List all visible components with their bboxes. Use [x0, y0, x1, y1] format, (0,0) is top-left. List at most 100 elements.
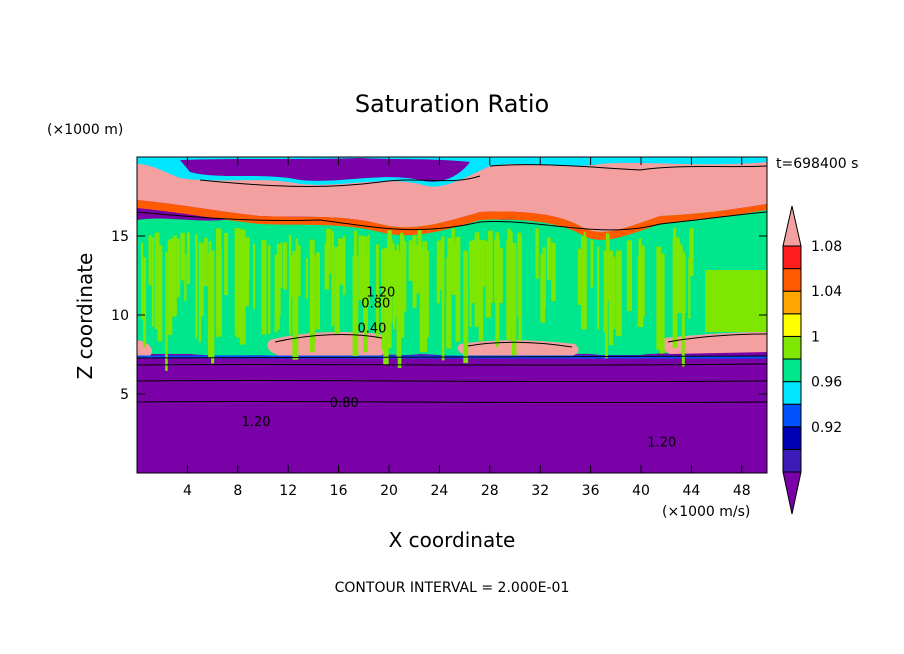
x-tick-label: 36 — [582, 483, 600, 499]
green-streak — [195, 234, 198, 339]
green-streak — [673, 228, 677, 294]
green-streak — [244, 247, 249, 307]
green-streak — [417, 229, 422, 292]
x-tick-label: 40 — [632, 483, 650, 499]
colorbar-label: 1.08 — [811, 239, 842, 255]
colorbar-swatch — [782, 245, 802, 270]
x-axis: 4 8 12 16 20 24 28 32 36 40 44 48 — [183, 157, 751, 499]
green-streak — [315, 252, 320, 330]
green-streak — [507, 228, 511, 270]
green-streak — [436, 256, 441, 304]
green-streak — [334, 249, 340, 334]
contour-line — [137, 355, 767, 359]
x-tick-label: 44 — [682, 483, 700, 499]
green-streak — [180, 232, 185, 281]
colorbar-swatch — [782, 381, 802, 405]
green-streak — [408, 240, 414, 282]
colorbar-lower-triangle — [782, 471, 802, 515]
green-streak — [535, 228, 539, 279]
green-streak — [679, 246, 683, 313]
green-streak — [396, 244, 399, 357]
green-streak — [363, 254, 368, 353]
contour-line — [274, 334, 383, 343]
contour-line — [489, 164, 767, 171]
green-streak — [331, 231, 335, 327]
green-streak — [660, 253, 665, 354]
green-streak — [393, 253, 396, 330]
green-streak — [469, 247, 472, 328]
chart-title: Saturation Ratio — [355, 90, 549, 118]
green-streak — [172, 235, 177, 316]
green-streak — [253, 243, 256, 309]
green-streak — [186, 232, 191, 285]
green-streak — [292, 251, 299, 360]
green-streak — [511, 243, 517, 356]
green-streak — [387, 230, 392, 349]
green-streak — [201, 242, 204, 317]
y-tick-label: 15 — [111, 229, 129, 245]
green-streak — [581, 236, 587, 330]
green-streak — [441, 236, 445, 304]
green-streak — [551, 242, 556, 302]
green-streak — [215, 228, 222, 329]
contour-line — [137, 400, 767, 404]
time-label: t=698400 s — [776, 156, 858, 172]
contour-label: 1.20 — [366, 285, 395, 300]
green-streak — [143, 257, 147, 348]
green-streak — [474, 232, 480, 327]
green-streak — [441, 252, 445, 361]
green-streak — [540, 254, 545, 323]
x-tick-label: 12 — [279, 483, 297, 499]
green-streak — [389, 244, 395, 286]
green-streak — [224, 233, 229, 295]
contour-label: 1.20 — [647, 435, 676, 450]
green-streak — [455, 236, 461, 342]
colorbar-swatch — [782, 426, 802, 450]
plot-area — [137, 157, 767, 473]
colorbar-swatch — [782, 448, 802, 473]
green-streak — [267, 245, 271, 334]
contour-line — [467, 341, 573, 348]
green-streak — [490, 230, 493, 303]
colorbar: 0.92 0.96 1 1.04 1.08 — [782, 205, 842, 515]
green-streak — [279, 242, 283, 288]
green-streak — [239, 229, 246, 345]
green-streak — [342, 235, 346, 295]
colorbar-upper-triangle — [782, 205, 802, 247]
green-streak — [275, 256, 281, 316]
x-unit-label: (×1000 m/s) — [662, 504, 750, 520]
green-streak — [305, 258, 308, 300]
contour-line — [667, 333, 767, 343]
colorbar-swatch — [782, 358, 802, 383]
green-streak — [412, 235, 417, 308]
green-streak — [626, 240, 632, 312]
green-streak — [423, 250, 429, 338]
green-streak — [415, 244, 419, 294]
colorbar-label: 1.04 — [811, 284, 842, 300]
contour-line — [199, 175, 481, 187]
y-unit-label: (×1000 m) — [47, 122, 123, 138]
colorbar-label: 0.92 — [811, 420, 842, 436]
green-streak — [683, 254, 686, 314]
green-streak — [401, 235, 405, 338]
colorbar-swatch — [782, 268, 802, 292]
contour-label: 0.80 — [330, 396, 359, 411]
y-axis-title: Z coordinate — [73, 253, 97, 380]
green-streak — [367, 234, 370, 306]
green-streak — [482, 239, 486, 287]
green-streak — [397, 257, 402, 368]
y-axis: 5 10 15 — [111, 229, 767, 403]
y-tick-label: 5 — [120, 387, 129, 403]
green-streak — [151, 237, 155, 327]
green-streak — [495, 232, 500, 346]
green-streak — [157, 244, 163, 342]
green-streak — [689, 228, 694, 276]
green-streak — [353, 230, 357, 313]
green-streak — [165, 251, 168, 371]
green-streak — [288, 235, 292, 335]
green-streak — [605, 257, 608, 359]
x-tick-label: 4 — [183, 483, 192, 499]
green-streaks — [141, 228, 694, 371]
field-top-purple — [180, 158, 470, 182]
